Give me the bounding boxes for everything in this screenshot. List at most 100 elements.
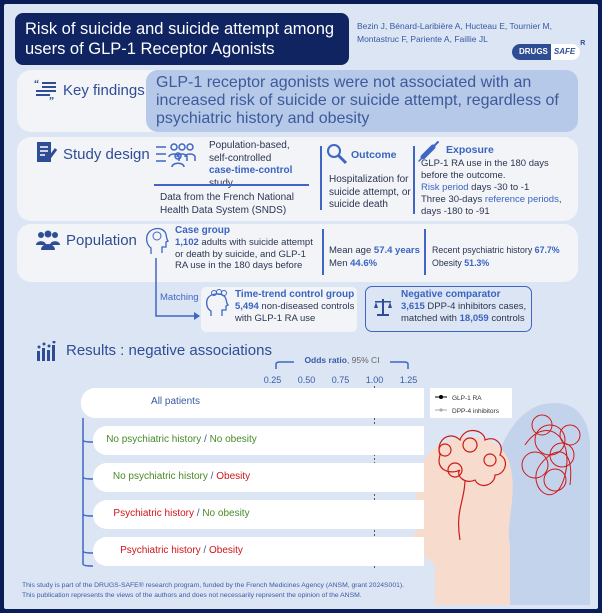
divider — [424, 229, 426, 275]
axis-title: Odds ratio, 95% CI — [276, 355, 408, 365]
case-description: adults with suicide attempt or death by … — [175, 237, 313, 271]
drugs-safe-logo: DRUGS SAFE R — [512, 40, 585, 60]
forest-row — [93, 537, 424, 566]
legend-label: GLP-1 RA — [452, 395, 482, 402]
tick-label: 1.00 — [366, 375, 384, 385]
risk-period-days: days -30 to -1 — [468, 182, 530, 193]
head-icon — [145, 227, 169, 254]
authors-line-2: Montastruc F, Pariente A, Faillie JL — [357, 34, 488, 44]
exposure-text: GLP-1 RA use in the 180 days before the … — [421, 158, 577, 218]
outcome-text: Hospitalization for suicide attempt, or … — [329, 174, 411, 210]
axis-bracket — [275, 361, 409, 369]
row-label: Psychiatric history / No obesity — [93, 508, 270, 519]
row-label-part: / — [207, 470, 217, 482]
negative-comparator-box — [365, 286, 532, 332]
row-label: Psychiatric history / Obesity — [93, 545, 270, 556]
case-group-title: Case group — [175, 225, 231, 236]
document-edit-icon — [37, 142, 58, 162]
footer: This study is part of the DRUGS-SAFE® re… — [22, 581, 404, 601]
forest-row — [93, 500, 424, 529]
subgroup-bracket — [82, 418, 94, 567]
authors: Bezin J, Bénard-Laribière A, Hucteau E, … — [357, 20, 585, 46]
demographics: Mean age 57.4 years Men 44.6% — [329, 245, 423, 270]
control-group-box — [201, 287, 357, 332]
dpp4-text-2: controls — [488, 313, 525, 324]
row-label-part: Obesity — [209, 544, 243, 556]
row-label-part: No psychiatric history — [106, 433, 202, 445]
axis-title-rest: , 95% CI — [346, 355, 380, 365]
design-type: case-time-control — [209, 165, 293, 176]
row-label-part: No obesity — [209, 433, 257, 445]
logo-right: SAFE — [550, 44, 581, 60]
legend-marker — [439, 408, 443, 412]
legend — [430, 388, 512, 418]
row-label-part: / — [201, 433, 210, 445]
magnifier-icon — [327, 144, 348, 165]
control-group: Time-trend control group 5,494 non-disea… — [235, 289, 356, 325]
psych-value: 67.7% — [534, 245, 560, 255]
case-group: Case group 1,102 adults with suicide att… — [175, 225, 321, 272]
outcome-title: Outcome — [351, 149, 397, 161]
row-label-part: Obesity — [216, 470, 251, 482]
title-line-2: users of GLP-1 Receptor Agonists — [25, 40, 275, 58]
dpp4-case-count: 3,615 — [401, 301, 425, 312]
forest-row — [93, 426, 424, 455]
age-value: 57.4 years — [373, 245, 420, 256]
tick-label: 0.50 — [298, 375, 316, 385]
tick-label: 1.25 — [400, 375, 418, 385]
forest-row — [93, 463, 424, 492]
men-label: Men — [329, 257, 351, 269]
dpp4-text: DPP-4 inhibitors cases, matched with — [401, 301, 527, 324]
row-label: All patients — [81, 396, 270, 407]
men-value: 44.6% — [350, 257, 378, 269]
study-design-label: Study design — [63, 146, 150, 163]
control-description: non-diseased controls with GLP-1 RA use — [235, 301, 355, 324]
heads-illustration — [413, 403, 590, 605]
authors-line-1: Bezin J, Bénard-Laribière A, Hucteau E, … — [357, 21, 552, 31]
forest-row — [81, 388, 424, 418]
obesity-value: 51.3% — [464, 257, 490, 268]
design-line-3: study — [209, 177, 233, 189]
results-title: Results : negative associations — [66, 342, 272, 359]
row-label-part: Psychiatric history — [113, 507, 194, 519]
tick-label: 0.75 — [332, 375, 350, 385]
bar-chart-icon — [37, 341, 56, 361]
svg-text:“: “ — [34, 79, 39, 90]
reference-text: Three 30-days — [421, 194, 485, 205]
divider — [320, 146, 322, 210]
dpp4-control-count: 18,059 — [459, 313, 489, 324]
row-label-part: No psychiatric history — [112, 470, 208, 482]
population-label: Population — [66, 232, 137, 249]
divider — [413, 146, 415, 214]
logo-left: DRUGS — [512, 44, 551, 60]
tick-label: 0.25 — [264, 375, 282, 385]
population-panel — [17, 224, 578, 282]
row-label-part: All patients — [151, 396, 200, 407]
key-findings-text: GLP-1 receptor agonists were not associa… — [146, 70, 578, 132]
control-count: 5,494 — [235, 301, 259, 312]
footer-line-1: This study is part of the DRUGS-SAFE® re… — [22, 582, 405, 589]
footer-line-2: This publication represents the views of… — [22, 592, 362, 599]
logo-mark: R — [580, 40, 586, 47]
matching-arrow — [155, 258, 200, 320]
row-label: No psychiatric history / Obesity — [93, 471, 270, 482]
control-group-title: Time-trend control group — [235, 289, 355, 300]
quote-list-icon: “” — [34, 79, 56, 101]
matching-label: Matching — [160, 292, 199, 303]
risk-period-label: Risk period — [421, 182, 469, 193]
title-line-1: Risk of suicide and suicide attempt amon… — [25, 20, 335, 38]
design-divider — [154, 184, 309, 186]
negative-comparator: Negative comparator 3,615 DPP-4 inhibito… — [401, 289, 531, 325]
axis-title-bold: Odds ratio — [304, 355, 347, 365]
study-design-panel — [17, 137, 578, 221]
title-box: Risk of suicide and suicide attempt amon… — [15, 13, 349, 65]
divider — [322, 229, 324, 275]
legend-label: DPP-4 inhibitors — [452, 408, 500, 415]
reference-periods-label: reference periods — [484, 194, 559, 205]
exposure-title: Exposure — [446, 144, 494, 156]
negative-comparator-title: Negative comparator — [401, 289, 501, 300]
clinical-characteristics: Recent psychiatric history 67.7% Obesity… — [432, 244, 574, 269]
svg-text:”: ” — [49, 96, 54, 101]
row-label-part: / — [200, 544, 209, 556]
age-label: Mean age — [329, 245, 374, 256]
